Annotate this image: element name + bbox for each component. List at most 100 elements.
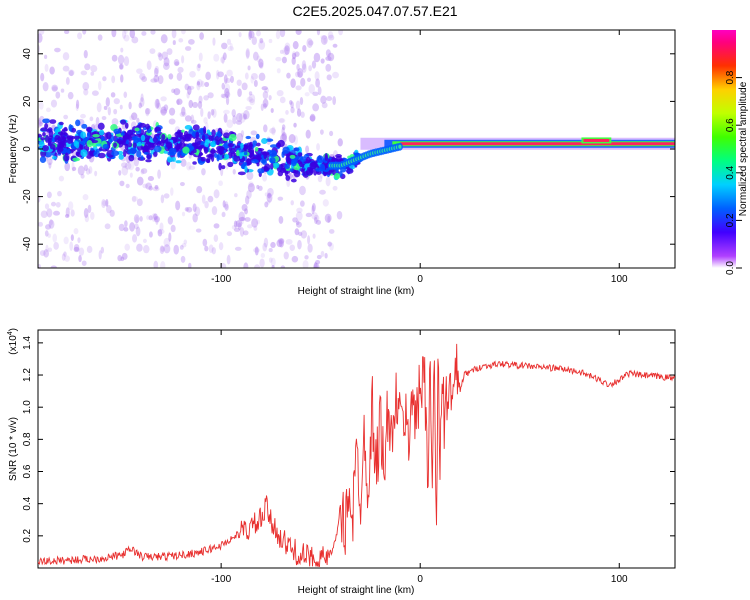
spectrogram-band-dot — [100, 136, 105, 141]
spectrogram-band-dot — [153, 145, 162, 153]
spectrogram-band-dot — [228, 133, 237, 142]
spectrogram-band-dot — [269, 149, 277, 158]
spectrogram-noise-dot — [58, 175, 65, 182]
spectrogram-noise-dot — [184, 207, 189, 212]
spectrogram-noise-dot — [259, 37, 264, 44]
spectrogram-noise-dot — [262, 90, 269, 100]
snr-y-tick-label: 1.2 — [22, 368, 33, 382]
spectrogram-band-dot — [127, 141, 133, 148]
spectrogram-band-dot — [192, 124, 200, 131]
spectrogram-noise-dot — [235, 220, 243, 228]
spectrogram-noise-dot — [231, 109, 236, 118]
spectrogram-x-tick-label: 0 — [417, 274, 423, 285]
colorbar-gradient — [712, 30, 736, 268]
spectrogram-noise-dot — [64, 162, 71, 172]
spectrogram-band-dot — [71, 127, 77, 133]
spectrogram-band-dot — [136, 150, 142, 158]
spectrogram-noise-dot — [77, 165, 85, 176]
spectrogram-noise-dot — [124, 243, 131, 251]
spectrogram-noise-dot — [133, 214, 140, 224]
spectrogram-noise-dot — [305, 212, 312, 218]
spectrogram-noise-dot — [300, 77, 306, 87]
spectrogram-noise-dot — [129, 172, 133, 178]
spectrogram-noise-dot — [295, 100, 301, 110]
spectrogram-noise-dot — [295, 220, 300, 226]
spectrogram-band-dot — [199, 145, 205, 149]
spectrogram-band-dot — [210, 140, 216, 148]
spectrogram-band-dot — [128, 154, 135, 162]
snr-x-tick-label: 100 — [611, 574, 628, 585]
spectrogram-noise-dot — [83, 164, 88, 172]
spectrogram-noise-dot — [286, 179, 291, 188]
spectrogram-noise-dot — [200, 80, 205, 88]
spectrogram-noise-dot — [83, 49, 88, 59]
spectrogram-noise-dot — [46, 107, 51, 113]
spectrogram-band-dot — [61, 136, 65, 141]
spectrogram-noise-dot — [94, 170, 98, 177]
spectrogram-noise-dot — [319, 189, 326, 195]
spectrogram-band-dot — [161, 133, 166, 141]
spectrogram-noise-dot — [311, 212, 318, 220]
spectrogram-noise-dot — [268, 257, 273, 263]
spectrogram-noise-dot — [105, 205, 112, 214]
spectrogram-noise-dot — [314, 71, 320, 81]
spectrogram-noise-dot — [291, 56, 296, 65]
spectrogram-noise-dot — [222, 200, 226, 208]
spectrogram-noise-dot — [188, 262, 192, 268]
spectrogram-band-dot — [256, 162, 260, 167]
spectrogram-noise-dot — [227, 45, 235, 52]
spectrogram-band-dot — [124, 122, 129, 129]
spectrogram-band-dot — [157, 141, 162, 145]
spectrogram-noise-dot — [325, 63, 332, 72]
spectrogram-noise-dot — [276, 89, 284, 97]
spectrogram-noise-dot — [267, 187, 274, 197]
spectrogram-noise-dot — [42, 81, 49, 92]
spectrogram-band-dot — [145, 123, 150, 130]
spectrogram-band-dot — [175, 160, 182, 164]
spectrogram-band-dot — [66, 135, 73, 144]
spectrogram-noise-dot — [223, 113, 228, 123]
spectrogram-noise-dot — [124, 30, 128, 35]
spectrogram-noise-dot — [312, 91, 319, 96]
spectrogram-noise-dot — [245, 48, 250, 58]
spectrogram-noise-dot — [231, 224, 237, 230]
colorbar-tick-label: 0.0 — [725, 261, 736, 275]
spectrogram-noise-dot — [113, 98, 120, 105]
spectrogram-noise-dot — [232, 114, 237, 125]
spectrogram-noise-dot — [338, 30, 343, 36]
spectrogram-noise-dot — [269, 127, 276, 134]
spectrogram-band-dot — [254, 146, 259, 152]
spectrogram-noise-dot — [250, 75, 254, 84]
spectrogram-noise-dot — [240, 130, 245, 138]
spectrogram-noise-dot — [315, 219, 322, 225]
spectrogram-noise-dot — [179, 182, 185, 187]
spectrogram-noise-dot — [125, 183, 130, 189]
spectrogram-noise-dot — [300, 111, 305, 118]
spectrogram-noise-dot — [248, 30, 252, 41]
spectrogram-noise-dot — [211, 247, 216, 255]
spectrogram-noise-dot — [50, 99, 58, 108]
spectrogram-band-dot — [290, 178, 297, 183]
spectrogram-band-dot — [284, 163, 290, 170]
spectrogram-band-dot — [168, 147, 177, 156]
spectrogram-noise-dot — [296, 207, 303, 214]
spectrogram-noise-dot — [80, 70, 88, 76]
spectrogram-noise-dot — [111, 75, 116, 84]
spectrogram-noise-dot — [61, 253, 66, 261]
spectrogram-noise-dot — [297, 239, 302, 250]
spectrogram-noise-dot — [57, 190, 62, 197]
spectrogram-noise-dot — [145, 182, 152, 190]
spectrogram-noise-dot — [101, 199, 106, 209]
spectrogram-noise-dot — [186, 161, 192, 171]
spectrogram-noise-dot — [320, 35, 328, 45]
spectrogram-noise-dot — [38, 121, 43, 127]
spectrogram-band-dot — [152, 136, 158, 143]
spectrogram-noise-dot — [296, 108, 302, 117]
spectrogram-x-tick-label: -100 — [211, 274, 231, 285]
spectrogram-noise-dot — [40, 72, 45, 82]
spectrogram-noise-dot — [225, 96, 230, 106]
spectrogram-band-dot — [217, 130, 221, 138]
spectrogram-noise-dot — [111, 30, 117, 38]
spectrogram-noise-dot — [83, 208, 89, 218]
spectrogram-band-dot — [294, 147, 300, 152]
